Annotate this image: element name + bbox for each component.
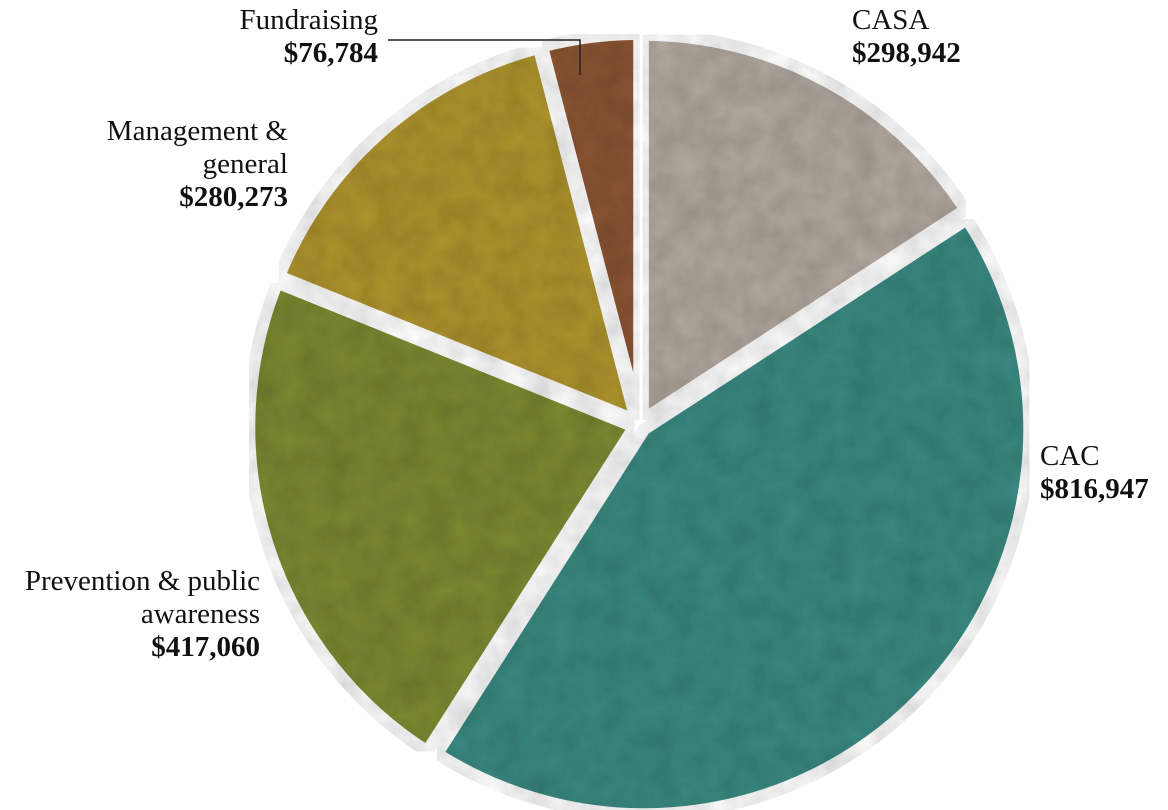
category-label: Management & general	[106, 115, 288, 180]
value-label: $76,784	[283, 37, 378, 69]
pie-slice	[243, 276, 641, 758]
pie-slice	[431, 213, 1036, 810]
category-label: CAC	[1040, 440, 1100, 472]
value-label: $417,060	[151, 631, 260, 663]
value-label: $280,273	[179, 181, 288, 213]
slice-label: Management & general $280,273	[88, 115, 288, 214]
category-label: CASA	[852, 4, 930, 36]
pie-slice	[636, 28, 972, 426]
category-label: Prevention & public awareness	[24, 565, 260, 630]
pie-slice	[536, 28, 646, 426]
category-label: Fundraising	[239, 4, 378, 36]
slice-label: CASA $298,942	[852, 4, 961, 70]
pie-slice	[273, 41, 643, 427]
slice-label: Prevention & public awareness $417,060	[0, 565, 260, 664]
slice-label: Fundraising $76,784	[239, 4, 378, 70]
slice-label: CAC $816,947	[1040, 440, 1149, 506]
value-label: $816,947	[1040, 473, 1149, 505]
leader-line	[388, 39, 581, 75]
value-label: $298,942	[852, 37, 961, 69]
